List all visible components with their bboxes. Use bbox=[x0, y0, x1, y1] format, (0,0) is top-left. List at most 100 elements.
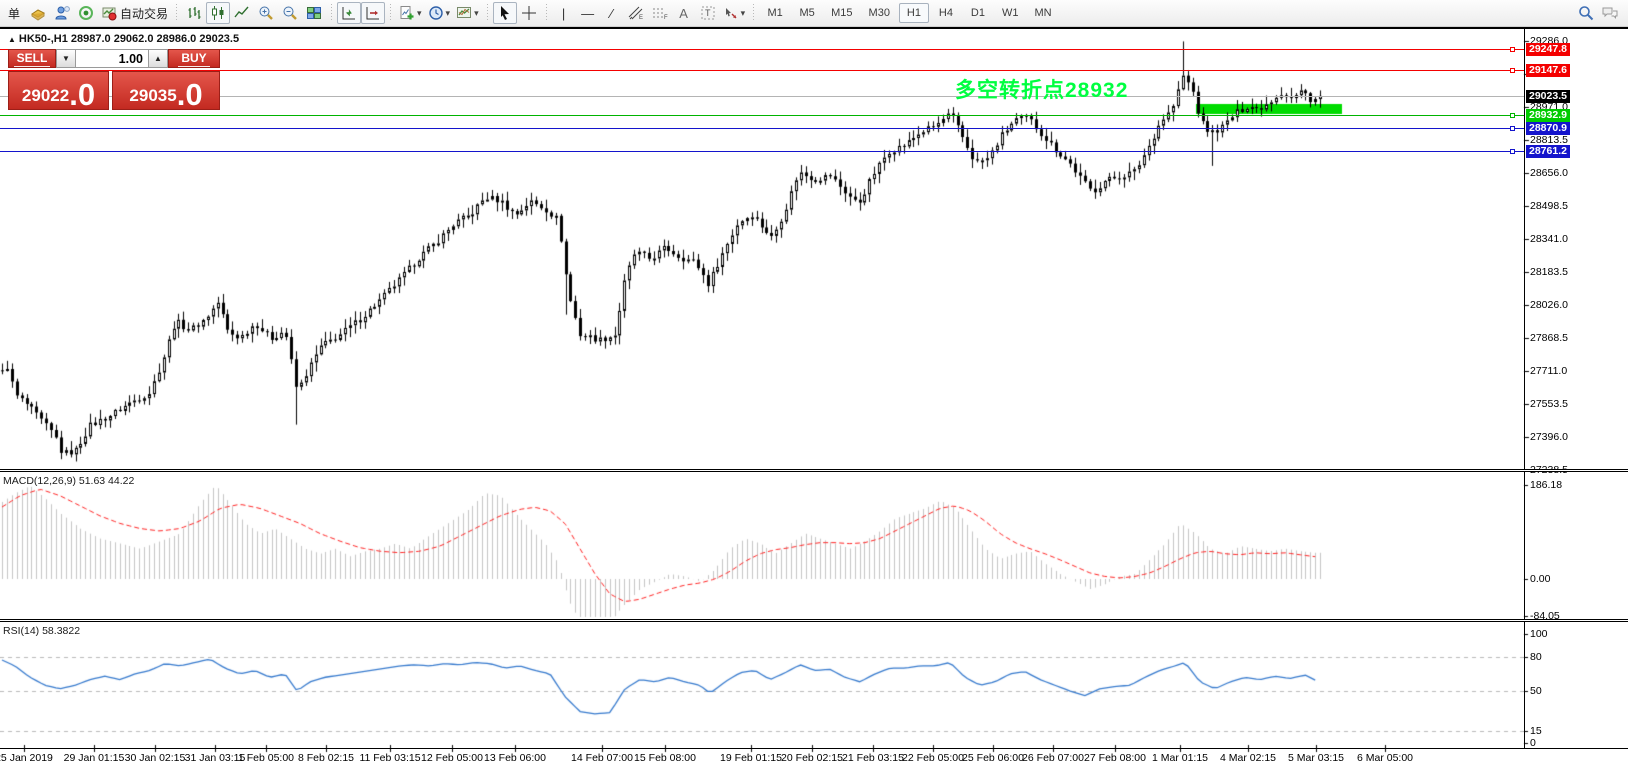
horizontal-line-28870.9[interactable] bbox=[0, 127, 1524, 129]
dropdown-caret-icon: ▾ bbox=[740, 7, 746, 18]
vertical-line-tool-icon[interactable]: | bbox=[561, 5, 566, 21]
horizontal-line-28932.9[interactable] bbox=[0, 114, 1524, 116]
panel-splitter[interactable] bbox=[0, 619, 1628, 622]
time-axis-label: 4 Mar 02:15 bbox=[1219, 752, 1277, 764]
price-tick-label: 28026.0 bbox=[1530, 298, 1568, 311]
text-tool-icon[interactable]: A bbox=[679, 5, 688, 21]
time-axis-label: 26 Feb 07:00 bbox=[1022, 752, 1084, 764]
template-icon bbox=[457, 7, 472, 18]
time-axis-label: 8 Feb 02:15 bbox=[297, 752, 355, 764]
signals-icon[interactable] bbox=[74, 2, 98, 24]
price-badge: 29147.6 bbox=[1526, 63, 1570, 77]
clock-icon bbox=[428, 6, 443, 20]
toolbar-grip bbox=[542, 4, 550, 22]
line-handle[interactable] bbox=[1510, 47, 1515, 52]
timeframe-button-h4[interactable]: H4 bbox=[931, 3, 961, 23]
autoscroll-icon[interactable] bbox=[337, 2, 362, 24]
tile-windows-icon[interactable] bbox=[302, 2, 326, 24]
community-icon[interactable] bbox=[50, 2, 74, 24]
timeframe-button-mn[interactable]: MN bbox=[1027, 3, 1058, 23]
autotrading-button[interactable]: 自动交易 bbox=[98, 2, 171, 24]
time-axis-label: 1 Mar 01:15 bbox=[1151, 752, 1209, 764]
panel-splitter[interactable] bbox=[0, 469, 1628, 472]
timeframe-button-w1[interactable]: W1 bbox=[995, 3, 1026, 23]
zoom-in-icon[interactable] bbox=[254, 2, 278, 24]
svg-text:E: E bbox=[639, 15, 643, 21]
sell-price-box[interactable]: 29022.0 bbox=[8, 71, 109, 110]
cursor-icon[interactable] bbox=[492, 2, 517, 24]
crosshair-icon[interactable] bbox=[517, 2, 541, 24]
line-handle[interactable] bbox=[1510, 148, 1515, 154]
buy-label: BUY bbox=[178, 51, 210, 67]
indicators-button[interactable]: ▾ bbox=[396, 2, 425, 24]
horizontal-line-tool-icon[interactable]: — bbox=[581, 5, 595, 21]
timeframe-button-m30[interactable]: M30 bbox=[862, 3, 897, 23]
bar-chart-icon[interactable] bbox=[182, 2, 206, 24]
price-badge: 28932.9 bbox=[1526, 108, 1570, 122]
price-tick-label: 28498.5 bbox=[1530, 199, 1568, 212]
zoom-out-icon[interactable] bbox=[278, 2, 302, 24]
line-handle[interactable] bbox=[1510, 112, 1515, 118]
price-tick-label: 28813.5 bbox=[1530, 133, 1568, 146]
timeframe-button-h1[interactable]: H1 bbox=[898, 3, 929, 23]
svg-text:F: F bbox=[664, 15, 668, 21]
autotrading-icon bbox=[102, 7, 117, 21]
sell-price-main: 29022 bbox=[21, 86, 70, 105]
collapse-panel-icon[interactable]: ▲ bbox=[8, 35, 16, 44]
volume-decrease-button[interactable]: ▼ bbox=[56, 49, 76, 68]
buy-button[interactable]: BUY bbox=[168, 49, 220, 68]
fibonacci-tool-icon[interactable]: F bbox=[648, 2, 672, 24]
gold-box-icon[interactable] bbox=[26, 2, 50, 24]
rsi-axis-label: 15 bbox=[1530, 725, 1542, 737]
price-tick-label: 27553.5 bbox=[1530, 397, 1568, 410]
line-handle[interactable] bbox=[1510, 125, 1515, 131]
toolbar-grip bbox=[173, 4, 181, 22]
label-tool-icon[interactable]: T bbox=[696, 2, 720, 24]
line-handle[interactable] bbox=[1510, 67, 1515, 73]
timeframe-button-m5[interactable]: M5 bbox=[792, 3, 822, 23]
dropdown-caret-icon: ▾ bbox=[445, 7, 451, 18]
periods-button[interactable]: ▾ bbox=[425, 2, 454, 24]
candlestick-chart-icon[interactable] bbox=[206, 2, 231, 24]
chart-title: ▲ HK50-,H1 28987.0 29062.0 28986.0 29023.… bbox=[8, 33, 240, 45]
bid-price-line bbox=[0, 95, 1524, 97]
horizontal-line-29247.8[interactable] bbox=[0, 49, 1524, 50]
chat-icon[interactable] bbox=[1598, 2, 1622, 24]
timeframe-toolbar: M1 M5 M15 M30 H1 H4 D1 W1 MN bbox=[759, 3, 1059, 23]
horizontal-line-29147.6[interactable] bbox=[0, 69, 1524, 71]
channel-tool-icon[interactable]: E bbox=[624, 2, 648, 24]
price-tick-label: 27868.5 bbox=[1530, 331, 1568, 344]
toolbar-grip bbox=[483, 4, 491, 22]
sell-button[interactable]: SELL bbox=[8, 49, 56, 68]
price-badge: 29247.8 bbox=[1526, 43, 1570, 56]
time-axis-label: 21 Feb 03:15 bbox=[842, 752, 904, 764]
volume-increase-button[interactable]: ▲ bbox=[148, 49, 168, 68]
chart-shift-icon[interactable] bbox=[361, 2, 386, 24]
rsi-axis-label: 100 bbox=[1530, 628, 1548, 640]
timeframe-button-m15[interactable]: M15 bbox=[824, 3, 859, 23]
toolbar-grip bbox=[387, 4, 395, 22]
search-icon[interactable] bbox=[1574, 2, 1598, 24]
sell-price-frac: .0 bbox=[69, 77, 96, 112]
rsi-label: RSI(14) 58.3822 bbox=[3, 625, 81, 637]
timeframe-button-d1[interactable]: D1 bbox=[963, 3, 993, 23]
time-axis-label: 13 Feb 06:00 bbox=[484, 752, 546, 764]
price-tick-label: 28183.5 bbox=[1530, 265, 1568, 278]
horizontal-line-28761.2[interactable] bbox=[0, 150, 1524, 152]
templates-button[interactable]: ▾ bbox=[453, 2, 482, 24]
timeframe-button-m1[interactable]: M1 bbox=[760, 3, 790, 23]
pivot-annotation-text[interactable]: 多空转折点28932 bbox=[955, 79, 1129, 102]
price-tick-label: 27711.0 bbox=[1530, 364, 1568, 377]
price-badge: 28761.2 bbox=[1526, 144, 1570, 158]
buy-price-box[interactable]: 29035.0 bbox=[112, 71, 220, 110]
window-border bbox=[0, 27, 1628, 29]
arrows-tool-button[interactable]: ▾ bbox=[720, 2, 749, 24]
line-chart-icon[interactable] bbox=[230, 2, 254, 24]
trendline-tool-icon[interactable]: ∕ bbox=[610, 5, 613, 21]
buy-price-main: 29035 bbox=[129, 86, 177, 105]
volume-input[interactable] bbox=[76, 49, 148, 68]
new-order-button[interactable]: 单 bbox=[2, 2, 26, 24]
time-axis-label: 25 Feb 06:00 bbox=[962, 752, 1024, 764]
